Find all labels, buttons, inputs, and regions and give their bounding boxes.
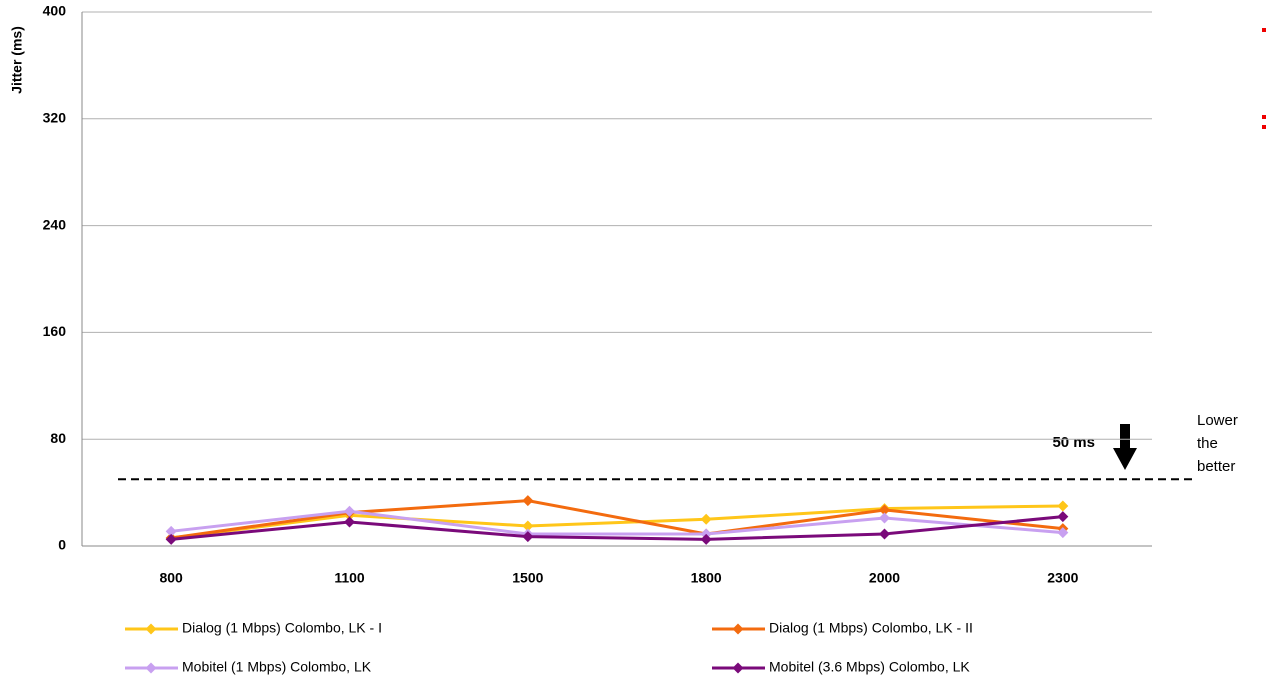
- series-line: [170, 499, 1063, 540]
- legend-label: Mobitel (1 Mbps) Colombo, LK: [182, 659, 372, 675]
- dot: [1262, 125, 1266, 129]
- legend-marker: [732, 623, 744, 635]
- marker: [879, 504, 890, 516]
- legend-marker: [732, 662, 744, 674]
- legend-marker: [145, 662, 157, 674]
- y-tick-label: 400: [43, 3, 67, 19]
- series-line: [170, 509, 1063, 536]
- marker: [344, 516, 355, 528]
- marker: [165, 533, 177, 545]
- marker: [700, 513, 712, 525]
- series-line: [170, 504, 1063, 540]
- note: Lower the better: [1197, 412, 1238, 475]
- marker: [165, 525, 177, 537]
- y-tick-label: 160: [43, 323, 67, 339]
- legend-label: Dialog (1 Mbps) Colombo, LK - II: [769, 620, 973, 636]
- x-tick-label: 1800: [691, 570, 722, 586]
- dot: [1262, 28, 1266, 32]
- marker: [1057, 511, 1069, 523]
- marker: [522, 495, 534, 507]
- marker: [879, 512, 890, 524]
- marker: [700, 533, 712, 545]
- marker: [1057, 527, 1069, 539]
- x-tick-label: 2000: [869, 570, 900, 586]
- x-tick-label: 1500: [512, 570, 543, 586]
- x-tick-label: 800: [159, 570, 183, 586]
- y-tick-label: 80: [50, 430, 66, 446]
- marker: [522, 531, 534, 543]
- marker: [879, 528, 890, 540]
- x-tick-label: 2300: [1047, 570, 1078, 586]
- y-tick-label: 240: [43, 216, 67, 232]
- x-tick-label: 1100: [334, 570, 365, 586]
- marker: [1057, 500, 1069, 512]
- y-tick-label: 0: [58, 537, 66, 553]
- marker: [344, 505, 355, 517]
- marker: [522, 520, 534, 532]
- arrow: [1113, 424, 1137, 470]
- dot: [1262, 115, 1266, 119]
- legend-marker: [145, 623, 157, 635]
- y-axis-label: Jitter (ms): [9, 26, 25, 94]
- series-line: [171, 515, 1063, 541]
- y-tick-label: 320: [43, 110, 67, 126]
- legend-label: Mobitel (3.6 Mbps) Colombo, LK: [769, 659, 970, 675]
- threshold-label: 50 ms: [1052, 434, 1095, 451]
- legend-label: Dialog (1 Mbps) Colombo, LK - I: [182, 620, 382, 636]
